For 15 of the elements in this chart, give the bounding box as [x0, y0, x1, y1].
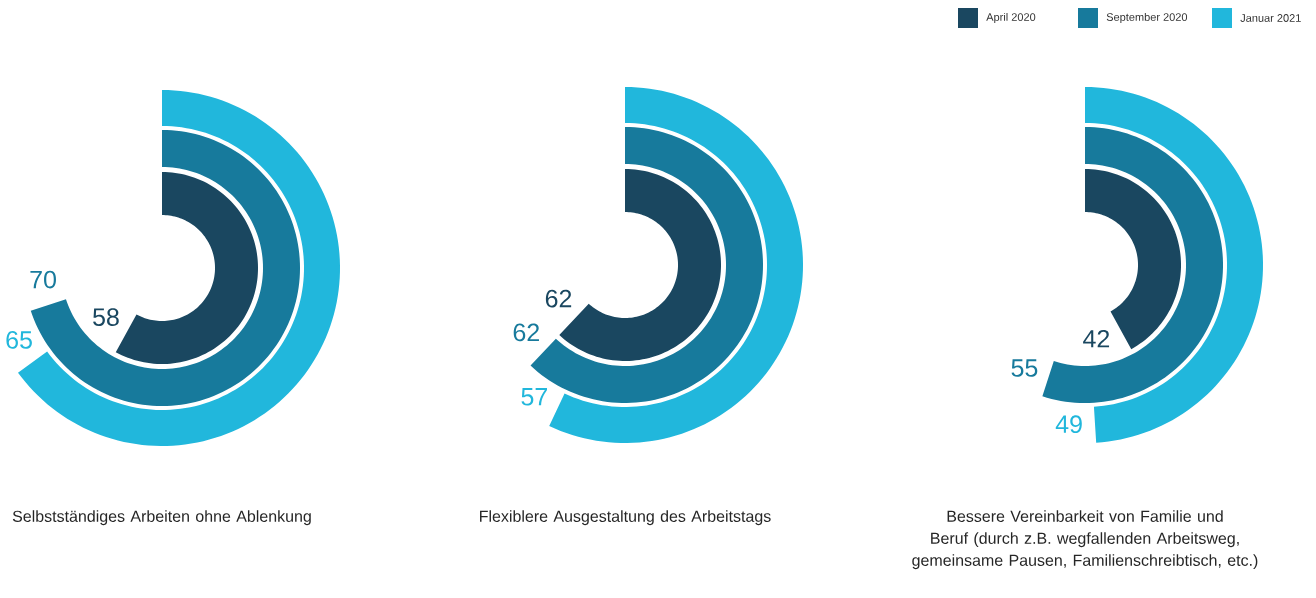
legend-label: September 2020 — [1106, 12, 1188, 24]
category-label: Bessere Vereinbarkeit von Familie und Beruf (durch z.B. wegfallenden Arbeitsweg, gemeinsame Pausen, Familienschreibtisch, etc.) — [912, 510, 1258, 570]
data-label: 49 — [1055, 415, 1082, 434]
data-label: 55 — [1011, 359, 1038, 377]
legend-label: April 2020 — [986, 12, 1036, 24]
data-label: 42 — [1083, 329, 1110, 348]
legend-label: Januar 2021 — [1240, 14, 1301, 22]
data-label: 57 — [521, 388, 547, 406]
data-label: 70 — [30, 270, 56, 289]
data-label: 62 — [545, 289, 572, 308]
category-label: Flexiblere Ausgestaltung des Arbeitstags — [480, 510, 771, 526]
category-label: Selbstständiges Arbeiten ohne Ablenkung — [12, 510, 311, 526]
data-label: 58 — [93, 308, 119, 326]
data-label: 62 — [513, 323, 539, 342]
data-label: 65 — [6, 331, 32, 349]
